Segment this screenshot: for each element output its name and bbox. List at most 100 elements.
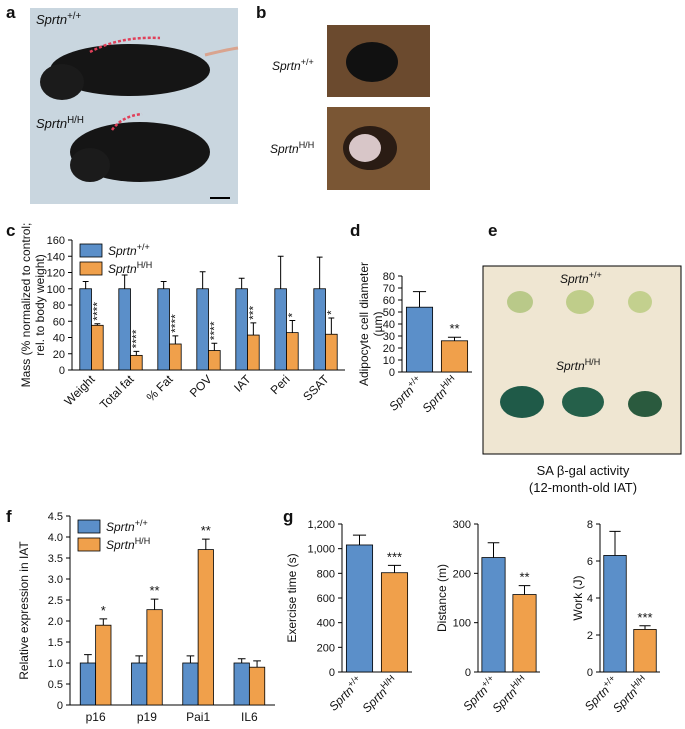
bar [325, 333, 338, 371]
bar [118, 288, 131, 371]
significance: **** [90, 302, 104, 321]
y-tick-label: 1,200 [307, 519, 335, 531]
y-tick-label: 200 [453, 568, 471, 580]
x-tick-label: IAT [231, 372, 254, 395]
panel-letter: g [283, 507, 293, 526]
error-bar [352, 534, 367, 545]
bar [131, 662, 148, 706]
error-bar [487, 542, 500, 558]
photo-label: SprtnH/H [556, 357, 600, 373]
y-tick-label: 0 [465, 667, 471, 679]
legend-label: SprtnH/H [106, 536, 150, 552]
significance: ** [150, 583, 160, 598]
photo-tissue [482, 265, 682, 455]
x-tick-label: p16 [86, 710, 106, 724]
y-tick-label: 40 [383, 319, 395, 331]
photo-label: Sprtn+/+ [560, 270, 602, 286]
error-bar [518, 585, 531, 595]
y-tick-label: 0 [59, 365, 65, 377]
y-tick-label: 20 [53, 349, 65, 361]
x-tick-label: % Fat [144, 372, 177, 405]
error-bar [277, 255, 284, 289]
significance: ** [201, 523, 211, 538]
panel-letter: c [6, 221, 15, 240]
y-axis-label: Adipocyte cell diameter [357, 262, 371, 386]
error-bar [133, 350, 140, 356]
y-tick-label: 0 [57, 700, 63, 712]
significance: **** [129, 329, 143, 348]
bar [79, 288, 92, 371]
y-tick-label: 100 [47, 284, 65, 296]
y-tick-label: 50 [383, 307, 395, 319]
error-bar [253, 660, 261, 668]
y-axis-label: Exercise time (s) [285, 553, 299, 642]
x-tick-label: SSAT [300, 372, 332, 404]
significance: * [285, 312, 299, 317]
caption: (12-month-old IAT) [529, 480, 637, 495]
y-tick-label: 4.5 [48, 511, 63, 523]
x-tick-label: IL6 [241, 710, 258, 724]
significance: * [101, 603, 106, 618]
x-tick-label: POV [187, 372, 215, 400]
y-tick-label: 120 [47, 268, 65, 280]
bar [95, 624, 112, 706]
caption: SA β-gal activity [537, 463, 630, 478]
y-tick-label: 40 [53, 333, 65, 345]
y-tick-label: 2.5 [48, 595, 63, 607]
y-tick-label: 800 [317, 568, 335, 580]
legend-swatch [79, 261, 103, 276]
bar [197, 549, 214, 706]
photo-label: SprtnH/H [270, 140, 314, 156]
y-axis-label: (µm) [371, 312, 385, 337]
y-tick-label: 6 [587, 556, 593, 568]
error-bar [211, 342, 218, 351]
y-tick-label: 80 [383, 271, 395, 283]
bar [633, 629, 657, 673]
x-tick-label: p19 [137, 710, 157, 724]
bar [380, 572, 409, 673]
y-axis-label: Relative expression in IAT [17, 541, 31, 680]
y-tick-label: 70 [383, 283, 395, 295]
error-bar [82, 280, 89, 289]
bar [603, 555, 627, 673]
photo-label: Sprtn+/+ [272, 57, 314, 73]
error-bar [84, 654, 92, 663]
y-tick-label: 60 [383, 295, 395, 307]
significance: **** [168, 314, 182, 333]
error-bar [609, 530, 621, 556]
error-bar [201, 538, 210, 550]
bar [481, 557, 506, 673]
bar [233, 662, 250, 706]
error-bar [172, 335, 179, 344]
x-tick-label: SprtnH/H [418, 373, 460, 415]
error-bar [150, 598, 159, 610]
y-tick-label: 60 [53, 316, 65, 328]
bar [274, 288, 287, 371]
y-tick-label: 1,000 [307, 544, 335, 556]
error-bar [387, 564, 402, 573]
error-bar [160, 280, 167, 289]
legend-swatch [77, 537, 101, 552]
x-tick-label: Pai1 [186, 710, 210, 724]
bar [313, 288, 326, 371]
error-bar [186, 655, 195, 663]
y-axis-label: Distance (m) [435, 564, 449, 632]
error-bar [199, 271, 206, 289]
panel-letter: a [6, 3, 16, 22]
photo-mice [30, 8, 239, 204]
bar [208, 350, 221, 371]
error-bar [237, 658, 246, 663]
error-bar [121, 274, 128, 289]
bar [130, 354, 143, 371]
photo-label: Sprtn+/+ [36, 11, 81, 27]
y-tick-label: 600 [317, 593, 335, 605]
y-tick-label: 100 [453, 618, 471, 630]
y-tick-label: 3.5 [48, 553, 63, 565]
bar [91, 324, 104, 371]
y-tick-label: 0.5 [48, 679, 63, 691]
x-tick-label: Peri [268, 372, 293, 397]
y-tick-label: 8 [587, 519, 593, 531]
error-bar [412, 291, 427, 308]
error-bar [328, 317, 335, 335]
y-tick-label: 1.5 [48, 637, 63, 649]
